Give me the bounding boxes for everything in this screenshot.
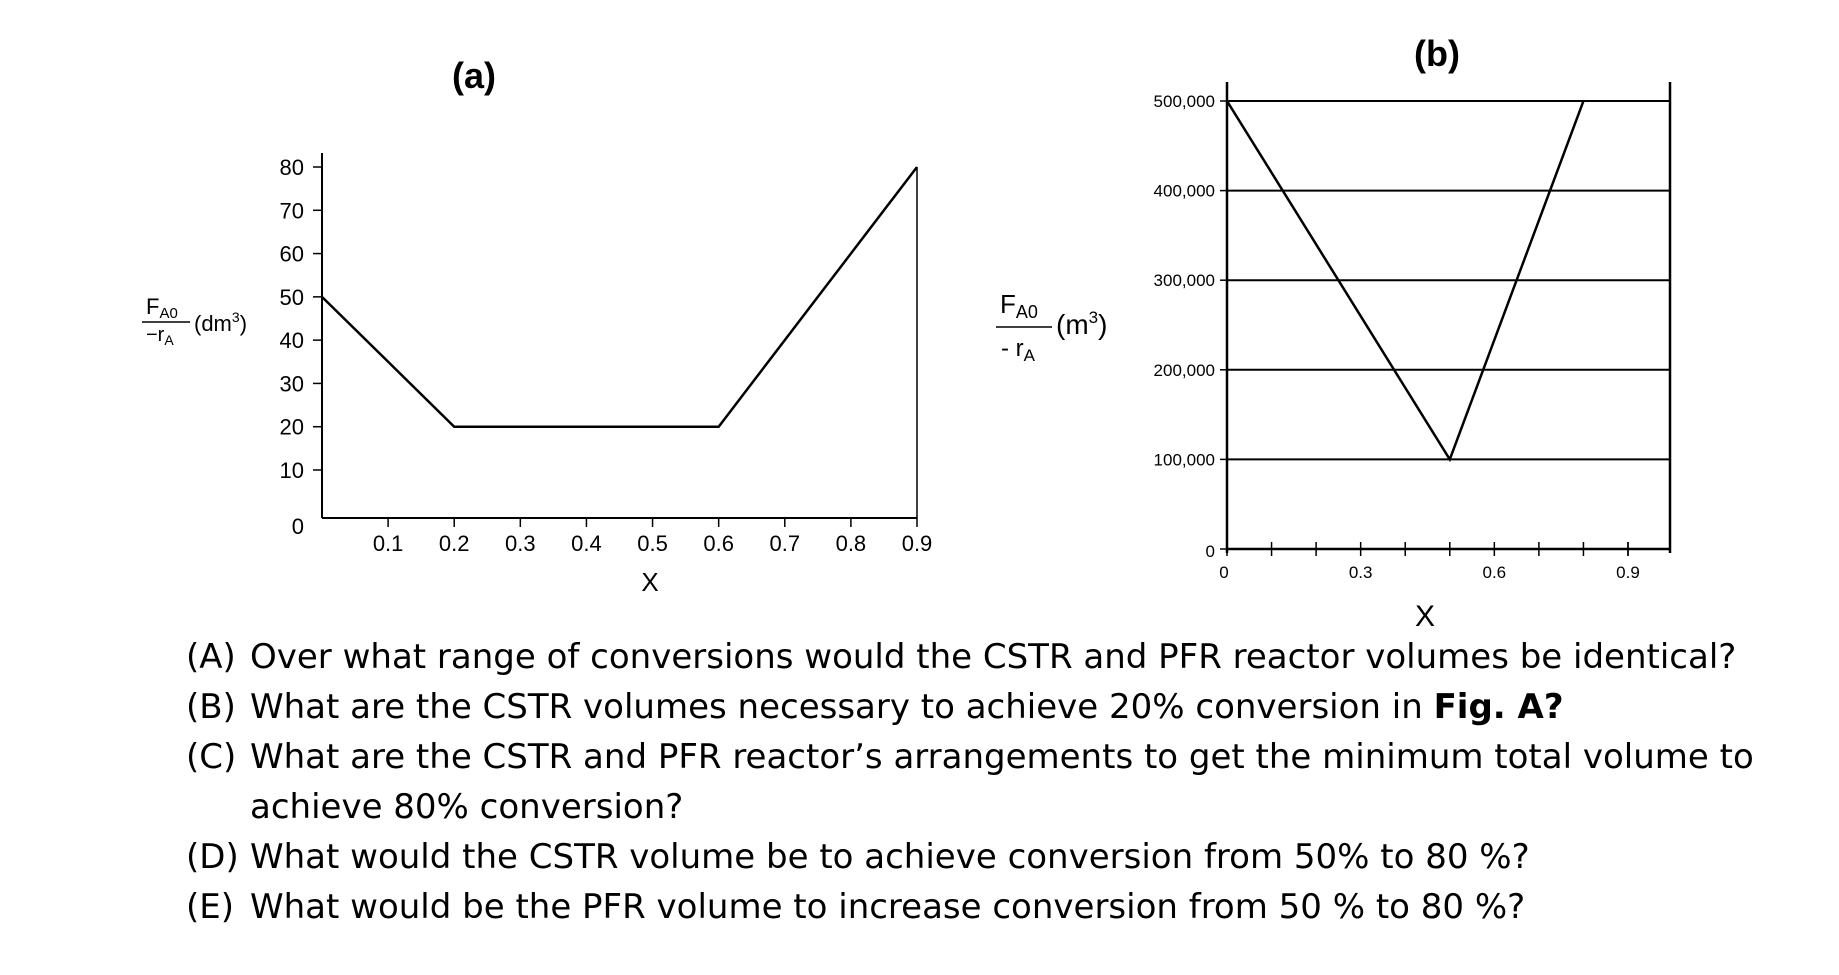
chart-a-y-tick-label: 70 [280,198,304,223]
svg-text:−rA: −rA [146,324,174,348]
svg-text:(dm3): (dm3) [194,309,247,336]
question-label: (B) [186,687,236,727]
question-text: What are the CSTR and PFR reactor’s arra… [250,737,1754,827]
chart-b-y-tick-label: 100,000 [1154,450,1215,469]
question-label: (D) [186,837,239,877]
chart-a-xlabel: X [641,567,658,597]
chart-a-x-tick-label: 0.3 [505,531,536,556]
question-text: Over what range of conversions would the… [250,637,1737,677]
chart-b-x-tick-label: 0.9 [1616,563,1640,582]
question-item: (C) What are the CSTR and PFR reactor’s … [186,732,1806,832]
chart-a-y-tick-label: 60 [280,242,304,267]
chart-a-x-tick-label: 0.8 [836,531,867,556]
chart-b-ylabel-unit: (m [1056,309,1089,340]
question-item: (E) What would be the PFR volume to incr… [186,882,1806,932]
chart-b-y-tick-label: 300,000 [1154,271,1215,290]
chart-b-ylabel-den-sub: A [1024,346,1036,365]
svg-text:(m3): (m3) [1056,308,1107,340]
svg-text:FA0: FA0 [146,294,178,322]
question-list: (A) Over what range of conversions would… [186,632,1806,932]
chart-a-y-tick-label: 50 [280,285,304,310]
chart-b-ylabel: FA0 - rA (m3) [996,289,1107,365]
question-text: What would be the PFR volume to increase… [250,887,1526,927]
chart-b-xlabel: X [1415,600,1435,633]
question-text: What are the CSTR volumes necessary to a… [250,687,1434,727]
chart-a-x-tick-label: 0.5 [637,531,668,556]
chart-b-series [1225,100,1585,463]
chart-a-x-tick-label: 0.9 [902,531,933,556]
chart-b-y-tick-label: 500,000 [1154,92,1215,111]
chart-a-ylabel: FA0 −rA (dm3) [142,294,247,348]
chart-b-ylabel-num: F [1000,289,1016,319]
question-item: (B) What are the CSTR volumes necessary … [186,682,1806,732]
question-label: (E) [186,887,235,927]
chart-a-ylabel-num: F [146,294,159,319]
chart-b-line [1225,100,1585,463]
chart-a-x-tick-label: 0.4 [571,531,602,556]
chart-a-y-tick-label: 30 [280,371,304,396]
chart-a-y-tick-label: 0 [292,514,304,539]
question-text-wrap: What are the CSTR volumes necessary to a… [250,682,1806,732]
question-label: (A) [186,637,236,677]
question-figure-ref: Fig. A? [1433,687,1564,727]
svg-text:FA0: FA0 [1000,289,1038,322]
chart-b-x-tick-label: 0.6 [1483,563,1507,582]
chart-b-ylabel-den: - r [1001,335,1024,362]
chart-a-x-ticks: 0.1 0.2 0.3 0.4 0.5 0.6 0.7 0.8 0.9 [373,518,932,556]
chart-a-y-tick-label: 80 [280,155,304,180]
chart-a-ylabel-unit-sup: 3 [232,309,240,325]
chart-a-y-tick-label: 40 [280,328,304,353]
question-text: What would the CSTR volume be to achieve… [250,837,1530,877]
chart-a-axes [321,153,917,519]
chart-b-ylabel-num-sub: A0 [1016,302,1038,322]
chart-b-ylabel-unit-sup: 3 [1089,308,1098,327]
svg-text:- rA: - rA [1001,335,1036,365]
chart-a-ylabel-num-sub: A0 [159,305,177,322]
chart-a-x-tick-label: 0.7 [769,531,800,556]
chart-a-ylabel-unit-close: ) [240,311,247,336]
chart-b-grid [1227,100,1670,461]
chart-b-axes [1225,82,1672,553]
chart-a-ylabel-unit: (dm [194,311,232,336]
chart-b: (b) FA0 - rA (m3) 0100,000200,000300,000… [996,33,1672,633]
chart-a-ylabel-den: −r [146,324,165,346]
chart-b-y-ticks: 0 100,000 200,000 300,000 400,000 500,000 [1154,92,1227,561]
chart-a-y-tick-label: 10 [280,458,304,483]
chart-b-x-tick-label: 0.3 [1349,563,1373,582]
chart-a-y-tick-label: 20 [280,415,304,440]
chart-b-y-tick-label: 400,000 [1154,182,1215,201]
question-item: (A) Over what range of conversions would… [186,632,1806,682]
question-label: (C) [186,737,237,777]
chart-a-x-tick-label: 0.2 [439,531,470,556]
chart-b-panel-label: (b) [1414,33,1460,74]
chart-b-x-tick-label: 0 [1219,563,1228,582]
question-item: (D) What would the CSTR volume be to ach… [186,832,1806,882]
chart-b-y-tick-label: 0 [1206,542,1215,561]
chart-b-ylabel-unit-close: ) [1098,309,1107,340]
chart-a-x-tick-label: 0.1 [373,531,404,556]
chart-a-ylabel-den-sub: A [164,332,174,348]
chart-a-line [321,166,918,428]
chart-b-x-ticks: 0 0.3 0.6 0.9 [1219,542,1640,582]
chart-a-y-ticks: 0 10 20 30 40 50 60 70 80 [280,155,322,539]
chart-b-y-tick-label: 200,000 [1154,361,1215,380]
chart-a-series [321,166,918,518]
chart-a-x-tick-label: 0.6 [703,531,734,556]
chart-a-panel-label: (a) [452,55,496,96]
